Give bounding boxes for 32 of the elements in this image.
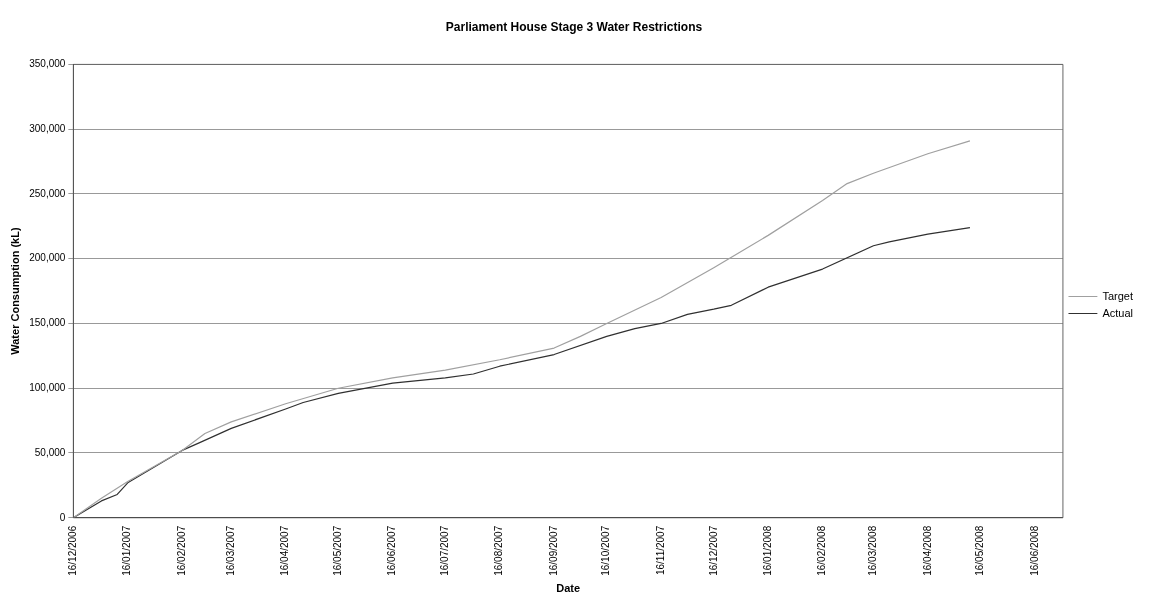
y-tick-label: 0 [59,511,66,523]
x-tick-label: 16/03/2007 [225,525,237,576]
x-tick-label: 16/01/2008 [761,525,773,576]
y-axis-title: Water Consumption (kL) [8,227,21,355]
legend-label: Target [1102,289,1134,302]
x-tick-label: 16/03/2008 [867,525,879,576]
x-axis-title: Date [556,582,581,595]
x-tick-label: 16/08/2007 [493,525,505,576]
chart-title: Parliament House Stage 3 Water Restrictions [445,19,703,34]
x-tick-label: 16/11/2007 [654,525,666,576]
x-tick-label: 16/02/2007 [175,525,187,576]
x-tick-label: 16/09/2007 [547,525,559,576]
legend-label: Actual [1102,306,1134,319]
y-tick-label: 200,000 [29,252,66,264]
x-tick-label: 16/12/2006 [67,525,79,576]
y-tick-label: 350,000 [29,58,66,70]
x-tick-label: 16/04/2008 [921,525,933,576]
y-tick-label: 100,000 [29,381,66,393]
x-tick-label: 16/07/2007 [439,525,451,576]
y-tick-label: 250,000 [29,187,66,199]
x-tick-label: 16/05/2008 [974,525,986,576]
y-tick-label: 150,000 [29,317,66,329]
x-tick-label: 16/06/2007 [386,525,398,576]
x-tick-label: 16/12/2007 [707,525,719,576]
x-tick-label: 16/05/2007 [332,525,344,576]
x-tick-label: 16/10/2007 [600,525,612,576]
x-tick-label: 16/01/2007 [121,525,133,576]
x-tick-label: 16/02/2008 [816,525,828,576]
y-tick-label: 50,000 [34,446,66,458]
x-tick-label: 16/06/2008 [1028,525,1040,576]
x-tick-label: 16/04/2007 [279,525,291,576]
y-tick-label: 300,000 [29,122,66,134]
